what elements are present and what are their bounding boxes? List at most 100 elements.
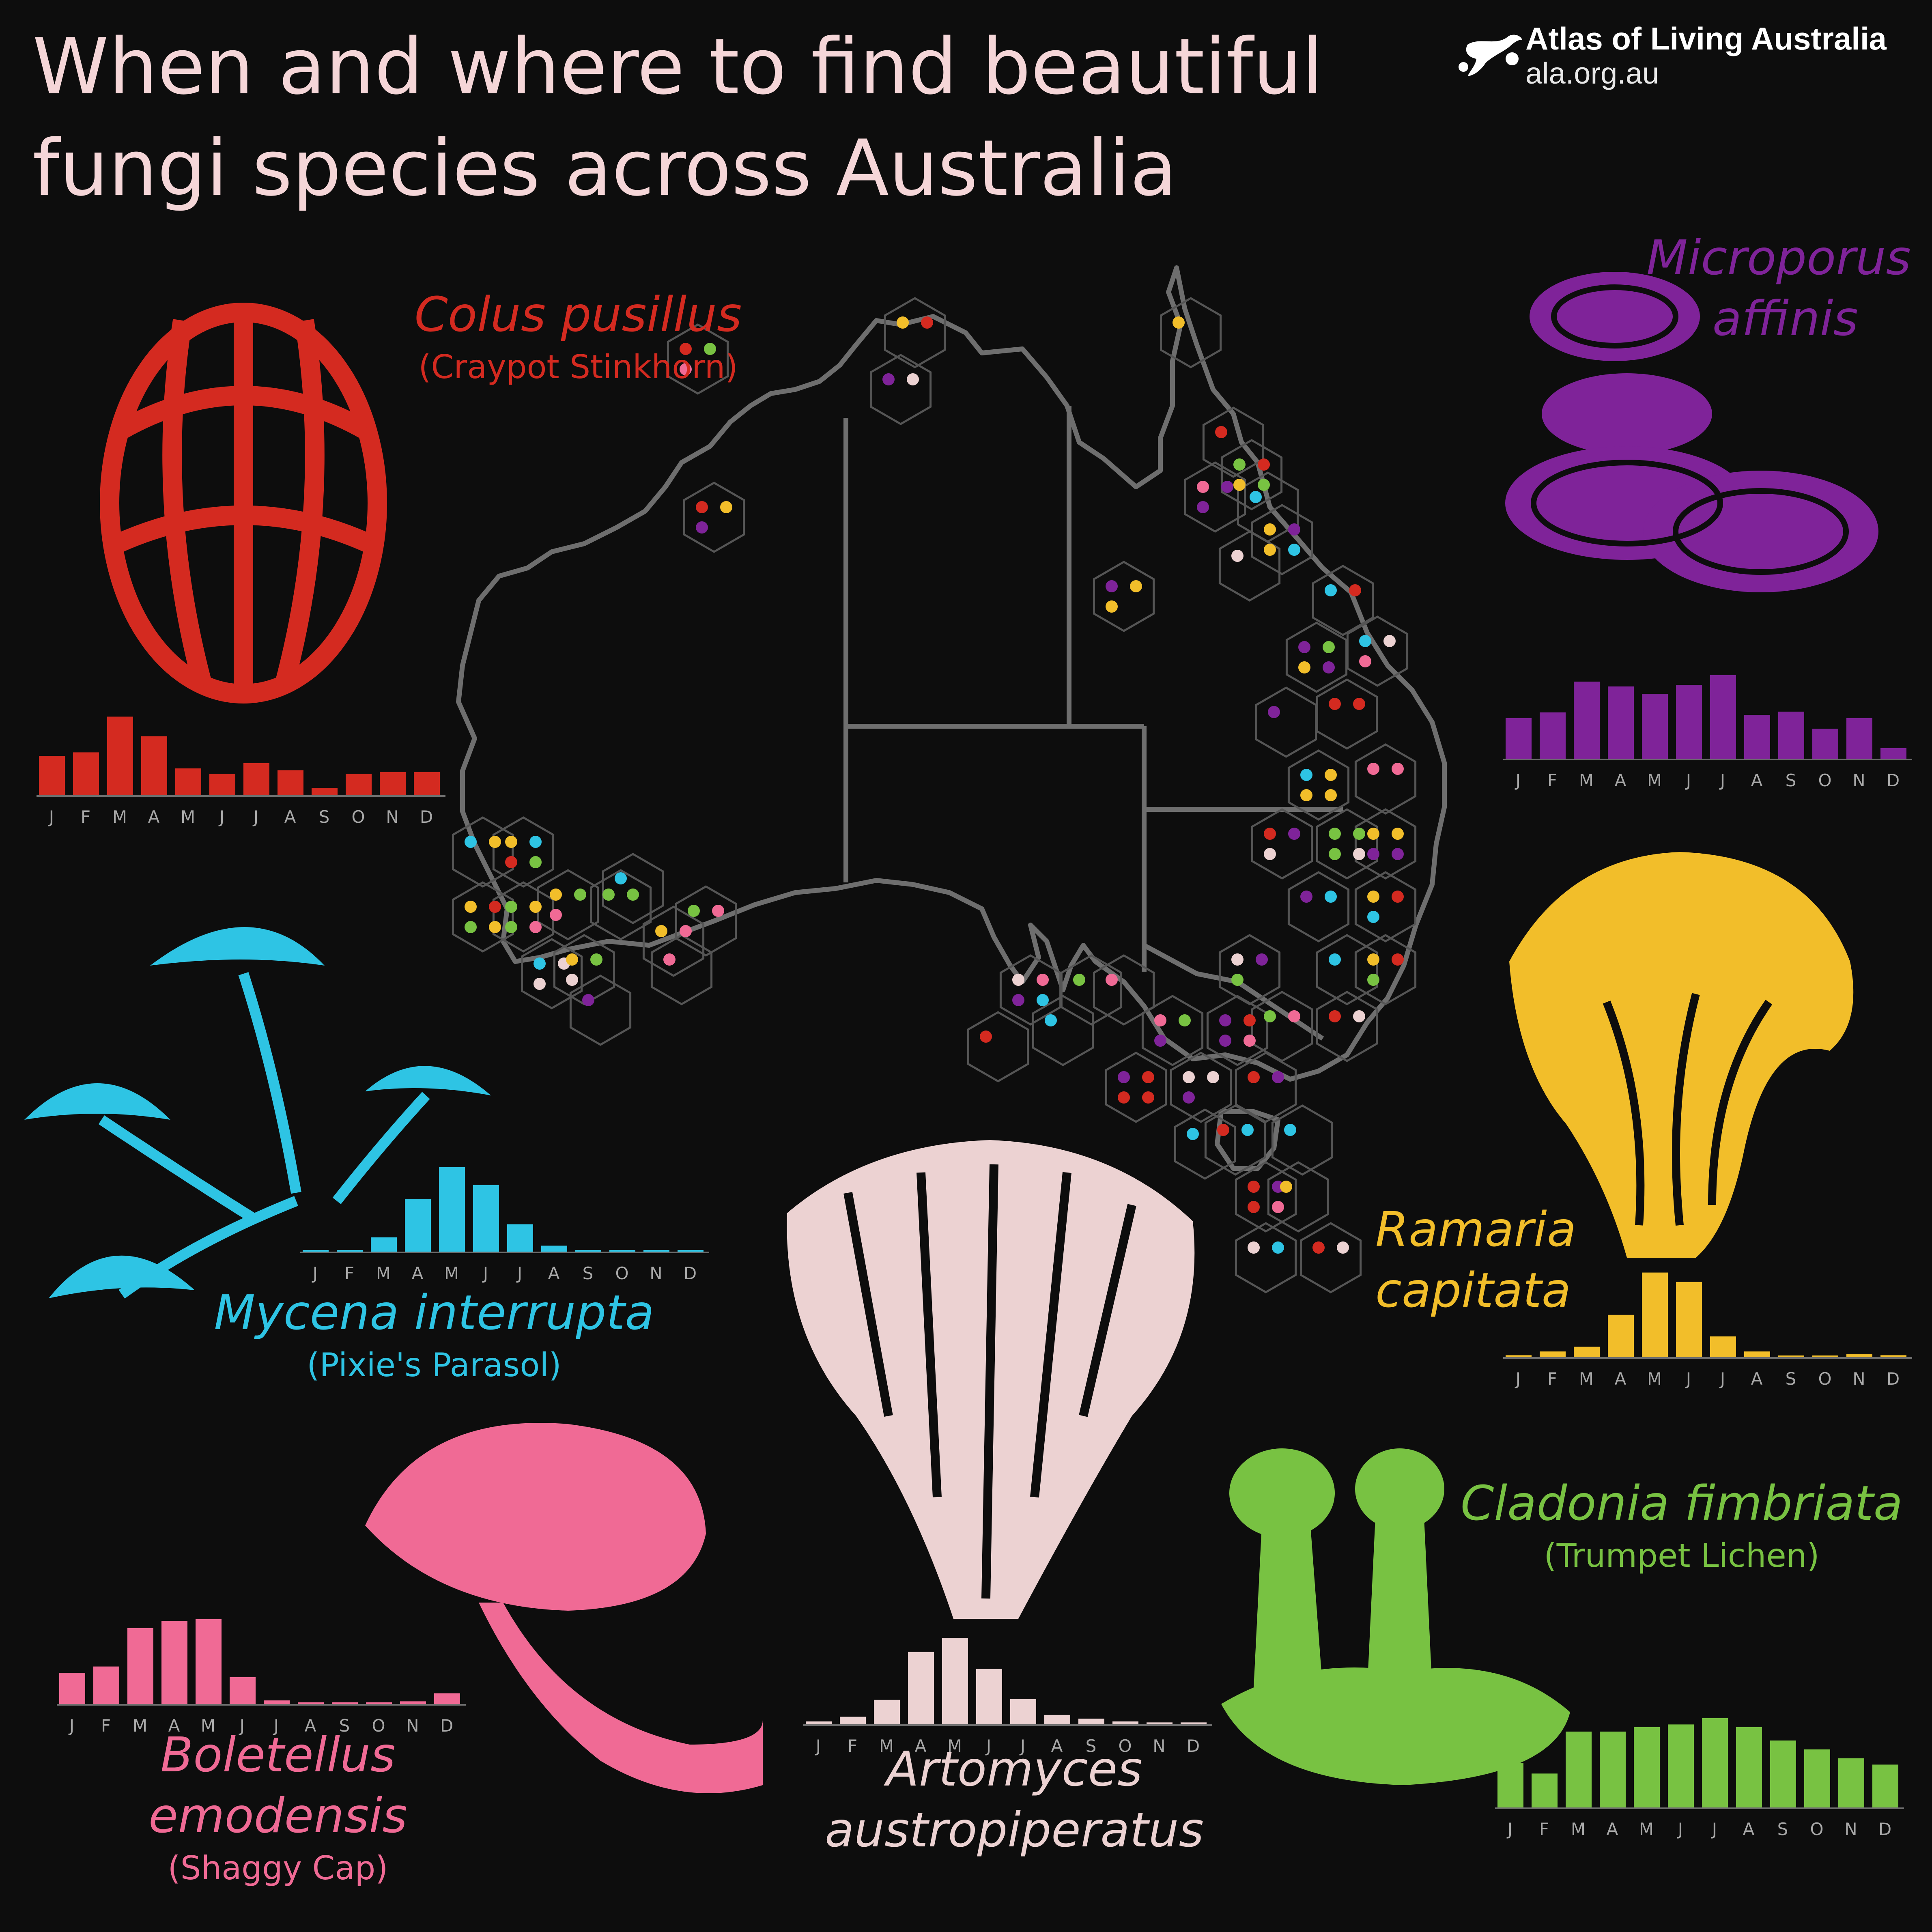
bar-o-10 [1812,1355,1838,1357]
sighting-dot-colus [1258,458,1270,471]
mycena-illustration [24,927,491,1299]
colus-common-name: (Craypot Stinkhorn) [418,348,738,386]
hex-cell [1032,995,1094,1066]
mycena-common-name: (Pixie's Parasol) [307,1346,562,1384]
bar-j-6 [1676,685,1702,759]
bar-d-12 [1872,1764,1898,1807]
sighting-dot-artomyces [1248,1241,1260,1254]
month-tick-label: O [1810,1819,1824,1839]
bar-f-2 [840,1717,866,1724]
sighting-dot-cladonia [1233,458,1246,471]
hex-cell [683,482,745,553]
label-cladonia: Cladonia fimbriata (Trumpet Lichen) [1452,1473,1911,1578]
sighting-dot-ramaria [1280,1181,1292,1193]
sighting-dot-boletellus [1197,481,1209,493]
sighting-dot-mycena [1359,635,1371,647]
bar-f-2 [337,1250,363,1252]
sighting-dot-cladonia [602,889,615,901]
artomyces-name-2: austropiperatus [824,1802,1204,1858]
bar-d-12 [1880,748,1906,759]
hex-cell [1220,439,1283,510]
sighting-dot-mycena [1045,1014,1057,1026]
hex-cell [1160,297,1222,368]
month-tick-label: J [482,1263,489,1283]
sighting-dot-microporus [1154,1035,1166,1047]
hex-cell [1316,991,1378,1062]
month-tick-label: M [1647,770,1663,790]
sighting-dot-ramaria [1325,769,1337,781]
month-tick-label: F [1547,1369,1558,1389]
month-tick-label: F [848,1736,858,1756]
sighting-dot-boletellus [680,363,692,375]
month-tick-label: N [386,807,399,827]
sighting-dot-cladonia [505,921,517,933]
sighting-dot-microporus [1219,1035,1231,1047]
hex-cell [1287,749,1350,821]
month-tick-label: J [239,1716,245,1736]
month-tick-label: S [339,1716,351,1736]
bar-o-10 [366,1702,392,1704]
month-tick-label: A [1743,1819,1756,1839]
bar-d-12 [678,1250,704,1252]
sighting-dot-colus [1244,1014,1256,1026]
sighting-dot-cladonia [1367,974,1379,986]
bar-m-3 [1574,1347,1600,1357]
bar-j-7 [243,763,269,795]
sighting-dot-microporus [1012,994,1024,1006]
sighting-dot-microporus [1183,1091,1195,1104]
month-tick-label: J [273,1716,280,1736]
sighting-dot-microporus [1288,828,1300,840]
month-tick-label: S [583,1263,594,1283]
title-line-2: fungi species across Australia [32,123,1177,213]
month-tick-label: F [101,1716,112,1736]
month-tick-label: J [1677,1819,1684,1839]
month-tick-label: O [1818,1369,1832,1389]
label-microporus: Microporus affinis [1562,227,1927,349]
sighting-dot-mycena [1284,1124,1296,1136]
bar-j-1 [1506,718,1532,759]
month-tick-label: A [548,1263,561,1283]
month-tick-label: N [406,1716,420,1736]
bar-n-11 [1838,1758,1864,1807]
brand-name: Atlas of Living Australia [1525,21,1887,56]
sighting-dot-microporus [1256,953,1268,966]
map-outline [456,265,1447,1171]
sighting-dot-cladonia [1353,828,1365,840]
sighting-dot-boletellus [1392,763,1404,775]
bar-f-2 [93,1666,119,1704]
colus-name: Colus pusillus [414,286,742,342]
month-tick-label: A [1051,1736,1064,1756]
bar-j-1 [806,1721,832,1724]
hex-cell [1312,565,1374,636]
hex-cell [1354,934,1417,1005]
hex-cell [667,323,729,395]
sighting-dot-mycena [1037,994,1049,1006]
month-tick-label: J [516,1263,523,1283]
hex-cell [869,354,932,425]
sighting-dot-ramaria [1325,789,1337,801]
hex-cell [1255,686,1317,758]
sighting-dot-cladonia [1329,828,1341,840]
bar-a-4 [141,736,167,795]
sighting-dot-mycena [1325,891,1337,903]
sighting-dot-artomyces [1207,1071,1219,1083]
sighting-dot-colus [1392,953,1404,966]
month-tick-label: A [168,1716,181,1736]
hex-cell [521,938,583,1009]
bar-s-9 [1778,712,1804,759]
bar-d-12 [434,1693,460,1704]
sighting-dot-cladonia [505,901,517,913]
bar-n-11 [1846,718,1872,759]
month-tick-label: O [1818,770,1832,790]
bar-j-6 [209,774,235,795]
bar-o-10 [1112,1721,1138,1724]
month-tick-label: M [1571,1819,1586,1839]
sighting-dot-microporus [1272,1071,1284,1083]
hex-cell [492,881,555,953]
bar-n-11 [1147,1722,1173,1724]
sighting-dot-boletellus [663,953,676,966]
bar-n-11 [400,1701,426,1704]
sighting-dot-boletellus [1154,1014,1166,1026]
sighting-dot-colus [1142,1091,1154,1104]
